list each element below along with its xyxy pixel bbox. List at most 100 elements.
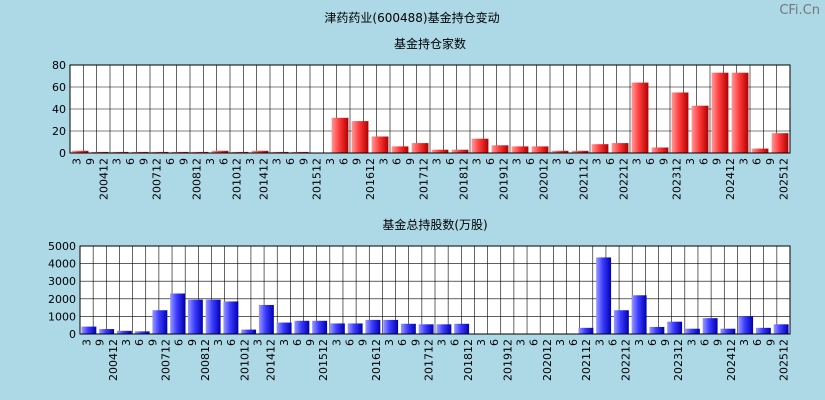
x-tick-label: 6	[449, 339, 462, 346]
bar	[649, 326, 665, 334]
x-tick-label: 3	[212, 339, 225, 346]
bar	[241, 329, 257, 334]
x-tick-label: 9	[659, 339, 672, 346]
x-tick-label: 3	[685, 339, 698, 346]
bar	[312, 320, 328, 334]
x-tick-label: 6	[751, 158, 764, 165]
bar	[471, 138, 489, 153]
bar	[613, 310, 629, 334]
x-tick-label: 202412	[725, 339, 738, 381]
bar	[331, 117, 349, 153]
plot-frame	[69, 64, 791, 154]
bar	[131, 151, 149, 153]
x-tick-label: 201512	[311, 158, 324, 200]
x-tick-label: 6	[291, 339, 304, 346]
x-tick-label: 6	[337, 158, 350, 165]
x-tick-label: 9	[84, 158, 97, 165]
x-tick-label: 6	[396, 339, 409, 346]
y-tick-label: 60	[52, 81, 66, 94]
bar	[383, 319, 399, 334]
x-tick-label: 6	[699, 339, 712, 346]
y-tick-label: 5000	[48, 240, 76, 253]
x-tick-label: 9	[94, 339, 107, 346]
y-tick-label: 0	[69, 328, 76, 341]
bar	[755, 327, 771, 334]
bar	[418, 324, 434, 334]
x-tick-label: 9	[146, 339, 159, 346]
x-tick-label: 3	[431, 158, 444, 165]
bar	[531, 146, 549, 153]
bar	[591, 144, 609, 153]
bar	[631, 82, 649, 153]
x-tick-label: 202312	[671, 158, 684, 200]
x-tick-label: 3	[324, 158, 337, 165]
bar	[667, 321, 683, 334]
bar	[329, 323, 345, 334]
bar	[491, 145, 509, 153]
x-tick-label: 9	[764, 339, 777, 346]
bar	[152, 310, 168, 334]
x-tick-label: 3	[684, 158, 697, 165]
x-tick-label: 9	[712, 339, 725, 346]
x-tick-label: 6	[124, 158, 137, 165]
x-tick-label: 202212	[617, 158, 630, 200]
x-tick-label: 200412	[97, 158, 110, 200]
bar	[454, 323, 470, 334]
x-tick-label: 3	[633, 339, 646, 346]
x-tick-label: 9	[404, 158, 417, 165]
bar	[116, 330, 132, 334]
x-tick-label: 3	[111, 158, 124, 165]
bar	[651, 147, 669, 153]
x-tick-label: 9	[137, 158, 150, 165]
bar	[347, 323, 363, 334]
bar	[111, 151, 129, 153]
bar	[671, 92, 689, 153]
x-tick-label: 200712	[159, 339, 172, 381]
x-tick-label: 6	[751, 339, 764, 346]
x-tick-label: 9	[711, 158, 724, 165]
bar	[611, 143, 629, 153]
x-tick-label: 9	[409, 339, 422, 346]
x-tick-label: 6	[173, 339, 186, 346]
x-tick-label: 6	[225, 339, 238, 346]
x-tick-label: 3	[631, 158, 644, 165]
x-tick-label: 6	[604, 158, 617, 165]
x-tick-label: 9	[304, 339, 317, 346]
bar	[451, 149, 469, 153]
bar	[271, 151, 289, 153]
plot-frame	[79, 245, 791, 335]
x-tick-label: 3	[377, 158, 390, 165]
bar	[551, 150, 569, 153]
bar	[596, 257, 612, 334]
x-tick-label: 3	[71, 158, 84, 165]
bar	[691, 105, 709, 153]
bar	[578, 327, 594, 334]
bar	[411, 143, 429, 153]
bar	[134, 331, 150, 334]
x-tick-label: 9	[186, 339, 199, 346]
x-tick-label: 3	[436, 339, 449, 346]
x-tick-label: 3	[554, 339, 567, 346]
bar	[171, 151, 189, 153]
x-tick-label: 3	[278, 339, 291, 346]
x-tick-label: 201712	[417, 158, 430, 200]
x-tick-label: 6	[344, 339, 357, 346]
bar	[191, 151, 209, 153]
x-tick-label: 9	[351, 158, 364, 165]
x-tick-label: 9	[357, 339, 370, 346]
x-tick-label: 6	[391, 158, 404, 165]
x-tick-label: 3	[593, 339, 606, 346]
bar	[294, 320, 310, 334]
x-tick-label: 3	[120, 339, 133, 346]
x-tick-label: 202112	[577, 158, 590, 200]
bar	[251, 150, 269, 153]
x-tick-label: 202212	[620, 339, 633, 381]
bar	[751, 148, 769, 153]
bar	[738, 316, 754, 334]
y-tick-label: 2000	[48, 293, 76, 306]
bar	[91, 151, 109, 153]
bar	[571, 150, 589, 153]
bar	[773, 324, 789, 334]
bar	[436, 324, 452, 334]
